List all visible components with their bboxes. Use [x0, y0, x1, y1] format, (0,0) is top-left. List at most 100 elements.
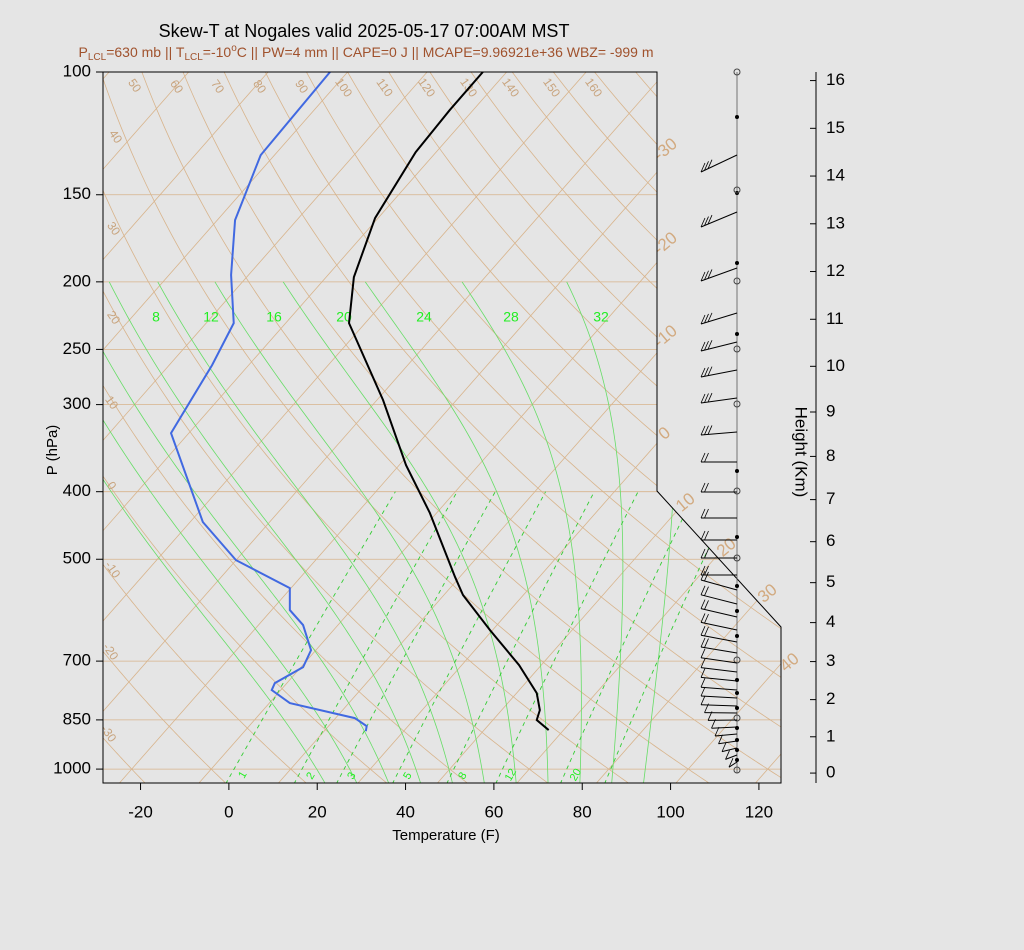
wind-barb: [700, 594, 738, 605]
isotherm: [103, 72, 442, 783]
y-tick-label: 250: [63, 339, 91, 358]
wind-feather: [704, 626, 709, 637]
wind-feather: [700, 425, 706, 436]
wind-feather: [704, 571, 709, 582]
moist-adiabat-label: 8: [152, 309, 160, 325]
wind-barb: [700, 154, 738, 173]
wind-feather: [700, 314, 706, 325]
wind-feather: [700, 599, 706, 609]
y2-tick-label: 1: [826, 726, 835, 745]
wind-feather: [700, 668, 706, 678]
wind-feather: [707, 312, 713, 323]
dry-adiabat: [297, 72, 781, 783]
wind-dot: [735, 678, 739, 682]
wind-ring: [733, 487, 741, 495]
mixing-ratio-label: 20: [568, 767, 585, 784]
subtitle-part: P: [79, 44, 88, 60]
mixing-ratio-line: [495, 491, 639, 783]
wind-feather: [707, 214, 713, 225]
mixing-ratio-line: [604, 491, 736, 783]
wind-feather: [700, 508, 706, 519]
wind-dot: [735, 691, 739, 695]
dry-adiabat: [176, 72, 781, 783]
wind-ring: [733, 766, 741, 774]
subtitle-part: =-10: [203, 44, 232, 60]
wind-barb: [700, 267, 738, 282]
wind-feather: [700, 482, 706, 493]
plot-frame: [102, 71, 782, 784]
y2-tick-label: 10: [826, 356, 845, 375]
wind-feather: [704, 216, 709, 226]
wind-barb: [700, 695, 738, 699]
wind-feather: [704, 367, 709, 377]
wind-barb: [700, 686, 738, 691]
y-tick-label: 700: [63, 651, 91, 670]
y-tick-label: 200: [63, 271, 91, 290]
wind-feather: [700, 658, 706, 668]
wind-ring: [733, 345, 741, 353]
chart-title: Skew-T at Nogales valid 2025-05-17 07:00…: [159, 21, 570, 41]
y2-tick-label: 9: [826, 401, 835, 420]
wind-barb: [700, 211, 738, 228]
wind-feather: [704, 703, 709, 713]
wind-feather: [700, 678, 706, 688]
moist-adiabat: [364, 281, 549, 783]
dry-adiabat: [103, 72, 550, 783]
moist-adiabat: [103, 281, 390, 783]
dry-adiabat: [103, 72, 630, 783]
wind-barb: [718, 740, 738, 745]
y2-tick-label: 7: [826, 489, 835, 508]
y2-tick-label: 4: [826, 612, 835, 631]
axes: -20 0 20 40 60 80 100 1201001502002503004005007…: [53, 61, 845, 821]
wind-feather: [700, 271, 706, 282]
wind-feather: [725, 750, 730, 760]
dry-adiabat: [135, 72, 781, 783]
wind-barb: [711, 726, 738, 729]
wind-feather: [704, 393, 709, 403]
wind-barb: [700, 341, 738, 352]
wind-feather: [700, 530, 706, 541]
wind-feather: [728, 758, 734, 768]
wind-feather: [704, 161, 709, 171]
isotherm: [103, 72, 283, 783]
subtitle-part: =630 mb || T: [106, 44, 185, 60]
wind-feather: [707, 711, 713, 721]
wind-feather: [704, 530, 709, 541]
wind-dot: [735, 115, 739, 119]
wind-feather: [700, 548, 706, 559]
wind-feather: [704, 425, 709, 435]
wind-feather: [700, 686, 706, 697]
mixing-ratio-label: 12: [503, 767, 520, 784]
wind-dot: [735, 706, 739, 710]
isotherm: [103, 72, 601, 783]
wind-feather: [707, 366, 713, 376]
dry-adiabat: [216, 72, 781, 783]
moist-adiabat: [214, 281, 485, 783]
moist-adiabat: [103, 281, 358, 783]
isotherm: [515, 72, 781, 783]
wind-feather: [707, 340, 713, 350]
isotherm: [103, 72, 521, 783]
moist-adiabat: [157, 281, 454, 783]
y-tick-label: 300: [63, 394, 91, 413]
wind-barb: [725, 754, 738, 760]
y2-tick-label: 3: [826, 651, 835, 670]
mixing-ratio-label: 2: [304, 770, 317, 781]
y-tick-label: 500: [63, 549, 91, 568]
x-tick-label: 40: [396, 802, 415, 821]
wind-feather: [707, 425, 713, 435]
wind-dot: [735, 609, 739, 613]
mixing-ratio-line: [559, 491, 697, 783]
wind-barb: [700, 431, 738, 436]
wind-feather: [700, 613, 706, 623]
moist-adiabat: [108, 281, 422, 783]
wind-barb: [700, 579, 738, 591]
moist-adiabat: [461, 281, 582, 783]
y2-tick-label: 0: [826, 763, 835, 782]
x-tick-label: 100: [656, 802, 684, 821]
y2-tick-label: 6: [826, 531, 835, 550]
moist-adiabat-label: 12: [203, 309, 219, 325]
wind-feather: [700, 217, 706, 228]
